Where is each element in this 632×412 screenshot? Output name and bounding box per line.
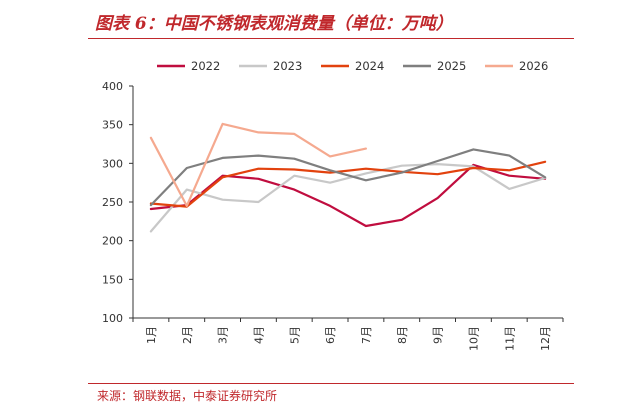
series-line-2022 [149, 163, 547, 228]
x-tick-label: 9月 [432, 326, 445, 344]
axes: 100 150 200 250 300 350 400 1月 2月 3月 4月 5月 6月 7月 8月 9月 1… [102, 80, 564, 351]
x-tick-label: 6月 [324, 326, 337, 344]
x-tick-label: 1月 [145, 326, 158, 344]
legend-label-2025: 2025 [437, 59, 466, 73]
chart-title: 图表 6：中国不锈钢表观消费量（单位：万吨） [95, 14, 453, 34]
source-divider [88, 383, 574, 384]
x-tick-label: 11月 [503, 326, 516, 351]
legend-label-2024: 2024 [355, 59, 384, 73]
source-note: 来源：钢联数据，中泰证券研究所 [97, 389, 278, 403]
y-tick-label: 100 [102, 312, 123, 325]
y-tick-label: 300 [102, 157, 123, 170]
x-tick-label: 3月 [217, 326, 230, 344]
y-tick-label: 200 [102, 235, 123, 248]
y-tick-label: 400 [102, 80, 123, 93]
series-line-2023 [149, 163, 547, 233]
x-tick-label: 8月 [396, 326, 409, 344]
x-tick-label: 4月 [252, 326, 265, 344]
legend-label-2023: 2023 [273, 59, 302, 73]
x-tick-label: 7月 [360, 326, 373, 344]
series-line-2024 [149, 160, 547, 208]
title-divider [88, 38, 574, 39]
y-tick-label: 250 [102, 196, 123, 209]
y-tick-label: 150 [102, 273, 123, 286]
x-tick-label: 5月 [288, 326, 301, 344]
x-tick-label: 10月 [467, 326, 480, 351]
series-line-2025 [149, 148, 547, 207]
x-tick-label: 2月 [181, 326, 194, 344]
legend: 2022 2023 2024 2025 2026 [157, 59, 548, 73]
x-tick-label: 12月 [539, 326, 552, 351]
legend-label-2026: 2026 [519, 59, 548, 73]
series-line-2026 [149, 122, 367, 207]
series-lines [149, 122, 547, 233]
y-tick-label: 350 [102, 119, 123, 132]
legend-label-2022: 2022 [191, 59, 220, 73]
